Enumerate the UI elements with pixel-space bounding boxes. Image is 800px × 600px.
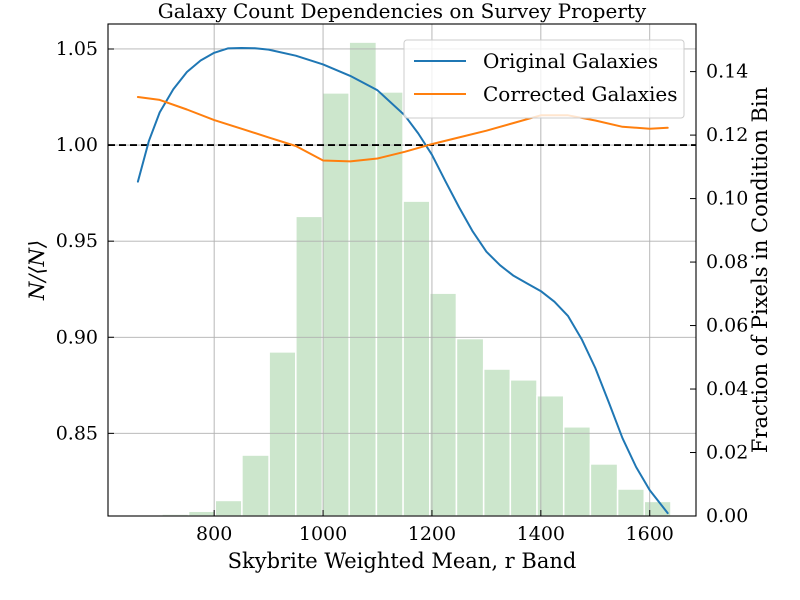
legend-label-original: Original Galaxies [483,49,658,73]
y-tick-label: 0.85 [56,422,98,444]
histogram-bar [375,91,404,517]
histogram-bar [268,351,297,517]
y2-tick-label: 0.14 [706,61,748,83]
y2-tick-label: 0.10 [706,188,748,210]
chart-title: Galaxy Count Dependencies on Survey Prop… [158,0,647,23]
legend: Original Galaxies Corrected Galaxies [403,39,685,119]
histogram-bar [616,488,646,517]
histogram-bar [455,337,485,517]
histogram-bar [589,463,619,517]
x-axis-label: Skybrite Weighted Mean, r Band [228,549,577,573]
y2-tick-label: 0.12 [706,124,748,146]
histogram-bar [321,92,350,517]
histogram-bar [241,454,270,517]
y-tick-label: 0.90 [56,326,98,348]
x-tick-label: 1600 [626,523,674,545]
axes-frame [107,23,697,517]
legend-label-corrected: Corrected Galaxies [483,82,678,106]
histogram-bar [509,379,538,517]
y2-tick-label: 0.08 [706,251,748,273]
histogram-bars [133,41,672,517]
y2-tick-label: 0.00 [706,505,748,527]
y2-tick-label: 0.06 [706,315,748,337]
series-lines [136,47,669,515]
series-line-original [136,47,669,515]
y2-axis-label: Fraction of Pixels in Condition Bin [748,87,772,453]
histogram-bar [562,426,592,517]
histogram-bar [402,200,431,517]
y-axis-label: N/⟨N⟩ [25,240,49,301]
x-tick-label: 1200 [408,523,456,545]
series-line-corrected [136,96,669,163]
histogram-bar [429,292,458,517]
y-tick-label: 1.05 [56,38,98,60]
histogram-bar [482,368,512,517]
histogram-bar [187,510,217,517]
x-tick-label: 1400 [517,523,565,545]
histogram-bar [214,499,243,517]
y-tick-label: 0.95 [56,230,98,252]
y2-tick-label: 0.02 [706,442,748,464]
y-tick-label: 1.00 [56,134,98,156]
histogram-bar [348,41,378,517]
x-tick-label: 1000 [299,523,347,545]
histogram-bar [643,500,672,517]
y2-tick-label: 0.04 [706,378,748,400]
legend-box [403,39,685,119]
axis-ticks: 800 1000 1200 1400 1600 0.85 0.90 0.95 1.00 1.05 0… [56,38,749,545]
x-tick-label: 800 [196,523,232,545]
histogram-bar [295,215,324,517]
